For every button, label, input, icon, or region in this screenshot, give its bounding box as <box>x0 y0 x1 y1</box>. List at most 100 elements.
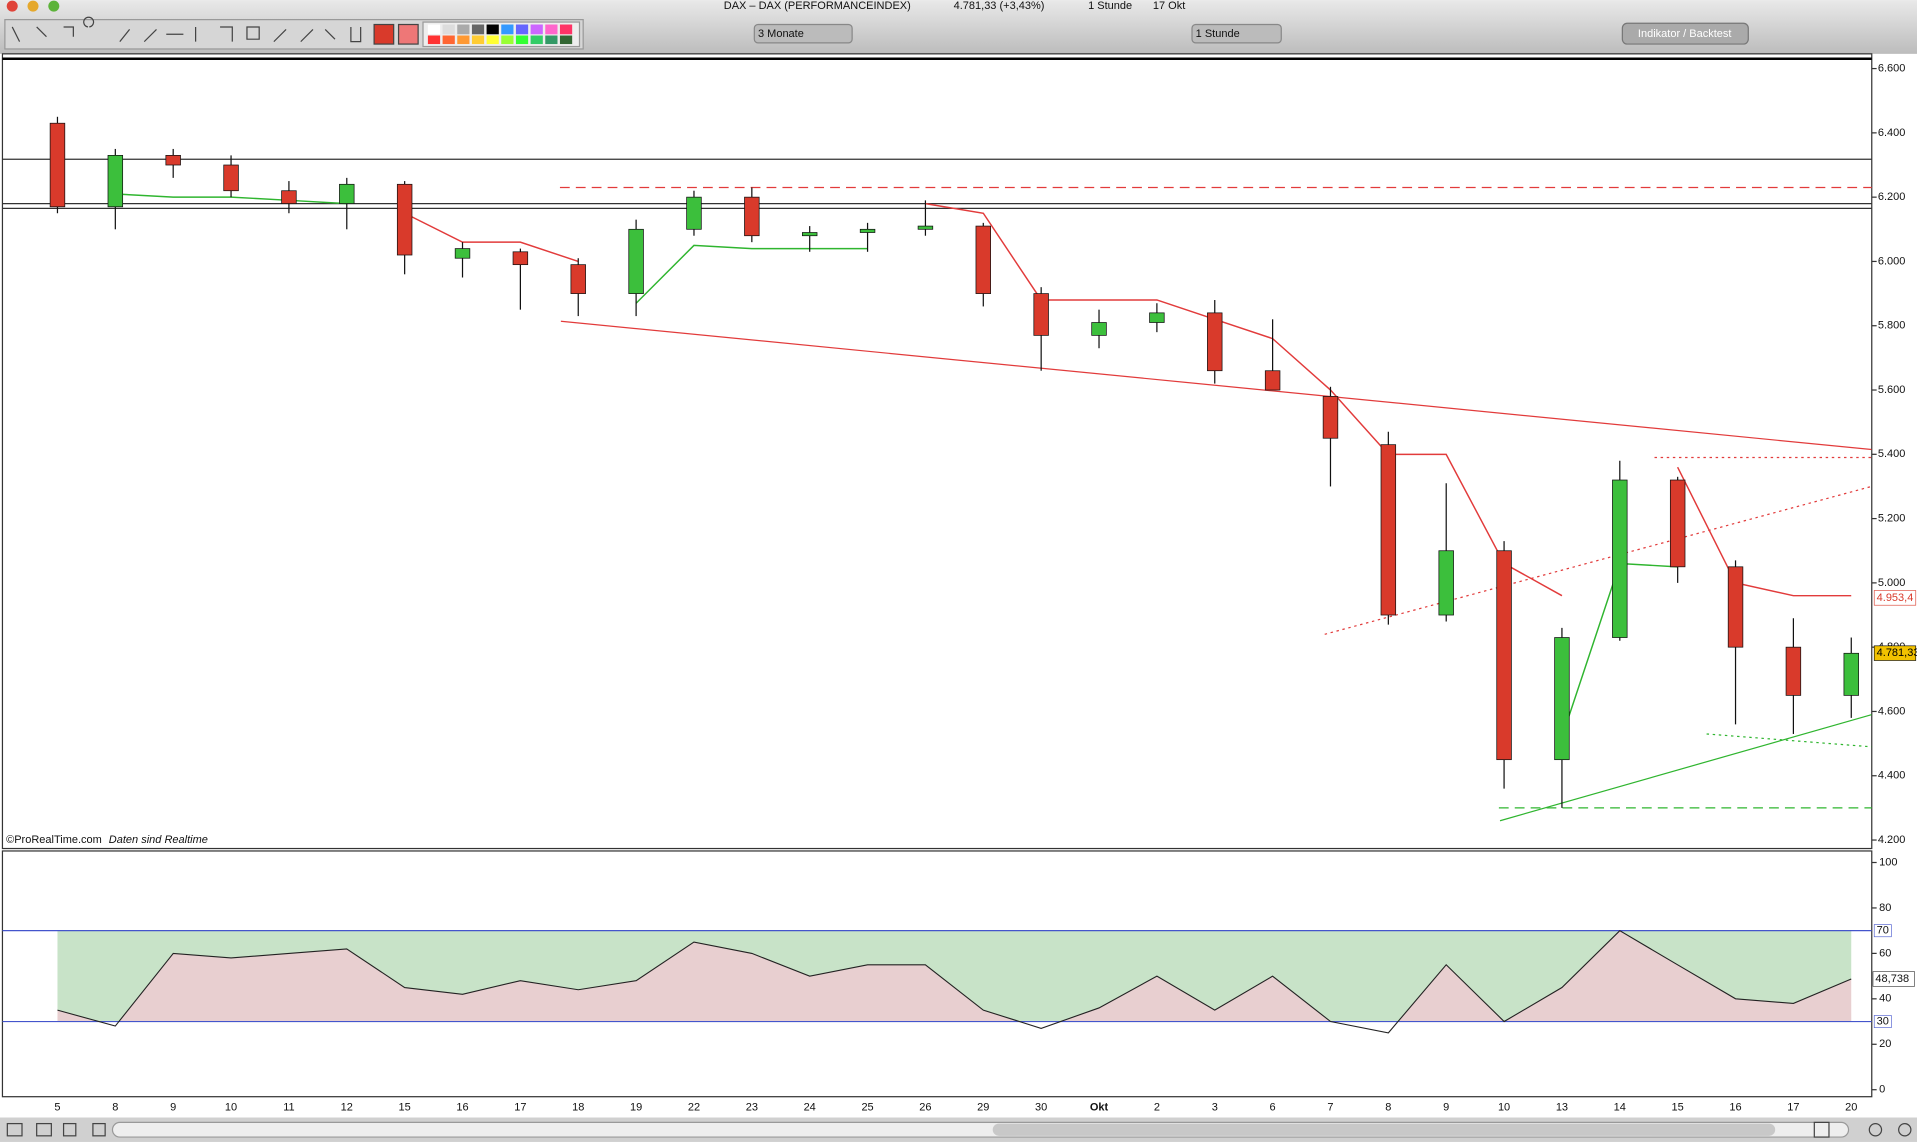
y-tick-label: 100 <box>1879 856 1897 868</box>
candle-body <box>975 225 991 294</box>
minimize-button[interactable] <box>27 0 39 12</box>
x-tick-label: 17 <box>1787 1102 1799 1114</box>
x-tick-label: 20 <box>1845 1102 1857 1114</box>
y-tick-label: 6.000 <box>1878 255 1906 267</box>
timeframe-text: 1 Stunde <box>1196 28 1240 40</box>
scroll-thumb[interactable] <box>992 1123 1776 1136</box>
x-tick-label: 29 <box>977 1102 989 1114</box>
y-tick-label: 40 <box>1879 993 1891 1005</box>
y-tick-label: 5.800 <box>1878 320 1906 332</box>
candle-body <box>1669 479 1686 568</box>
candle-body <box>801 232 818 237</box>
y-tick-label: 5.600 <box>1878 384 1906 396</box>
candle-body <box>1380 444 1397 616</box>
footer-note: Daten sind Realtime <box>109 834 208 846</box>
candle-body <box>1438 550 1454 616</box>
color-palette[interactable] <box>422 21 581 48</box>
rsi-level-box <box>1873 924 1892 938</box>
x-tick-label: 2 <box>1154 1102 1160 1114</box>
candle-body <box>1554 637 1570 761</box>
rsi-line <box>57 929 1852 1034</box>
price-label-box <box>1873 645 1917 661</box>
x-tick-label: 9 <box>1443 1102 1449 1114</box>
rsi-fill-high <box>57 930 1852 1022</box>
x-tick-label: 16 <box>1729 1102 1741 1114</box>
candle-body <box>1149 312 1165 323</box>
rsi-last-label: 48,738 <box>1875 973 1909 985</box>
y-tick-label: 6.600 <box>1878 62 1906 74</box>
candle-body <box>859 228 876 233</box>
indicator-button-text: Indikator / Backtest <box>1638 28 1732 40</box>
candle-body <box>454 248 471 259</box>
x-tick-label: 7 <box>1327 1102 1333 1114</box>
x-tick-label: 18 <box>572 1102 584 1114</box>
x-tick-label: 14 <box>1614 1102 1626 1114</box>
x-tick-label: 30 <box>1035 1102 1047 1114</box>
close-button[interactable] <box>6 0 18 12</box>
y-tick-label: 4.400 <box>1878 770 1906 782</box>
timeframe-dropdown[interactable] <box>1191 23 1282 44</box>
y-tick-label: 5.400 <box>1878 448 1906 460</box>
rsi-level-box <box>1873 1015 1892 1028</box>
candle-body <box>1264 370 1281 391</box>
candle-body <box>1207 312 1223 372</box>
zoom-button[interactable] <box>48 0 60 12</box>
window-quote: 4.781,33 (+3,43%) <box>954 0 1045 12</box>
indicator-button[interactable] <box>1621 22 1749 45</box>
x-tick-label: 24 <box>804 1102 816 1114</box>
y-tick-label: 6.400 <box>1878 127 1906 139</box>
y-tick-label: 4.600 <box>1878 705 1906 717</box>
price-panel <box>1 53 1873 850</box>
candle-body <box>165 155 181 166</box>
bottom-icons[interactable] <box>6 1121 1912 1138</box>
x-tick-label: 16 <box>456 1102 468 1114</box>
candle-body <box>686 196 702 230</box>
candle-body <box>1727 566 1744 648</box>
y-tick-label: 80 <box>1879 902 1891 914</box>
x-tick-label: 11 <box>283 1102 294 1114</box>
candle-body <box>1091 322 1107 336</box>
rsi-last-box <box>1872 971 1915 987</box>
trend-line <box>1324 485 1872 635</box>
candle-body <box>1843 652 1859 696</box>
candle-body <box>396 183 413 256</box>
candle-body <box>49 122 66 208</box>
y-tick-label: 5.200 <box>1878 513 1906 525</box>
x-tick-label: 10 <box>1498 1102 1510 1114</box>
x-tick-label: 5 <box>54 1102 60 1114</box>
window-date: 17 Okt <box>1153 0 1185 12</box>
price-label: 4.953,4 <box>1877 592 1914 604</box>
x-tick-label: 23 <box>746 1102 758 1114</box>
tool-icons[interactable] <box>11 16 419 45</box>
y-tick-label: 6.200 <box>1878 191 1906 203</box>
x-tick-label: 25 <box>861 1102 873 1114</box>
x-tick-label: 26 <box>919 1102 931 1114</box>
candle-body <box>339 183 355 204</box>
x-tick-label: 3 <box>1212 1102 1218 1114</box>
candle-body <box>1785 646 1802 696</box>
price-label: 4.781,33 <box>1877 647 1917 659</box>
candle-body <box>744 196 760 237</box>
y-tick-label: 60 <box>1879 947 1891 959</box>
x-tick-label: Okt <box>1090 1102 1109 1114</box>
price-label-box <box>1873 590 1917 606</box>
x-tick-label: 8 <box>1385 1102 1391 1114</box>
rsi-level-label: 30 <box>1877 1015 1889 1027</box>
candle-body <box>628 228 644 294</box>
candle-body <box>107 155 124 208</box>
y-tick-label: 5.000 <box>1878 577 1906 589</box>
candle-body <box>1496 550 1512 761</box>
period-text: 3 Monate <box>758 28 804 40</box>
window-title: DAX – DAX (PERFORMANCEINDEX) <box>724 0 911 12</box>
x-tick-label: 19 <box>630 1102 642 1114</box>
x-tick-label: 6 <box>1270 1102 1276 1114</box>
rsi-level-label: 70 <box>1877 925 1889 937</box>
window-interval: 1 Stunde <box>1088 0 1132 12</box>
x-tick-label: 17 <box>514 1102 526 1114</box>
x-tick-label: 10 <box>225 1102 237 1114</box>
period-dropdown[interactable] <box>753 23 853 44</box>
candle-body <box>1612 479 1628 638</box>
x-tick-label: 9 <box>170 1102 176 1114</box>
